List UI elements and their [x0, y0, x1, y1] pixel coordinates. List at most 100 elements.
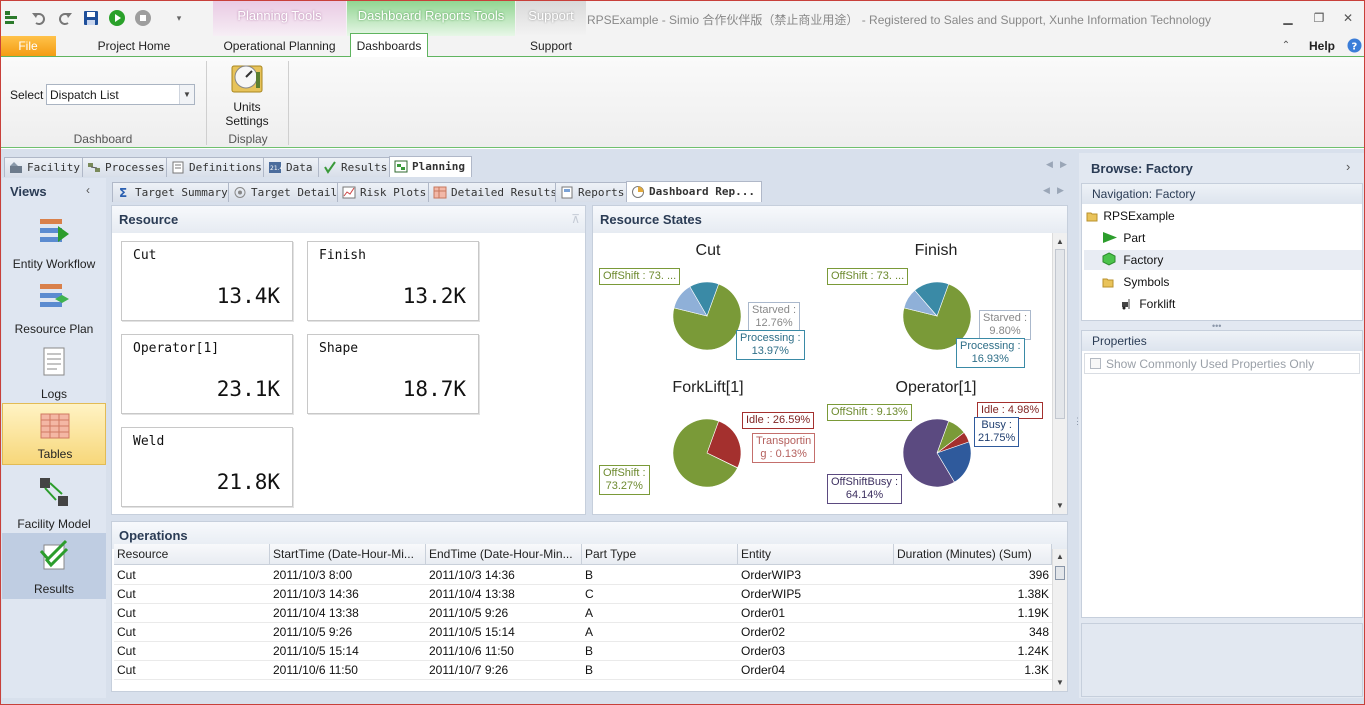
view-entity-workflow[interactable]: Entity Workflow [2, 210, 106, 274]
tab-target-detail[interactable]: Target Detail [228, 182, 345, 202]
save-icon[interactable] [82, 9, 100, 27]
tree-item-part[interactable]: Part [1102, 228, 1145, 248]
tab-support[interactable]: Support [529, 39, 573, 53]
tab-data[interactable]: 21.4 Data [263, 157, 320, 177]
pie-slice-offshift[interactable] [672, 418, 738, 488]
tab-reports[interactable]: Reports [555, 182, 632, 202]
clear-filter-icon[interactable]: ⊼ [571, 212, 580, 226]
column-header[interactable]: StartTime (Date-Hour-Mi... [270, 544, 426, 565]
app-icon[interactable] [2, 9, 20, 27]
tree-item-rpsexample[interactable]: RPSExample [1086, 206, 1175, 226]
table-row[interactable]: Cut 2011/10/3 8:00 2011/10/3 14:36 B OrderWI… [114, 566, 1052, 585]
subtab-scroll-right-icon[interactable]: ▶ [1057, 185, 1064, 195]
table-row[interactable]: Cut 2011/10/5 9:26 2011/10/5 15:14 A Order02… [114, 623, 1052, 642]
scroll-up-icon[interactable]: ▲ [1056, 552, 1064, 561]
help-icon[interactable]: ? [1346, 38, 1362, 59]
pie-label: Idle : 4.98% [977, 402, 1044, 419]
tab-facility[interactable]: Facility [4, 157, 87, 177]
tab-scroll-right-icon[interactable]: ▶ [1060, 159, 1067, 169]
checkbox[interactable] [1090, 358, 1101, 369]
redo-icon[interactable] [56, 9, 74, 27]
view-results[interactable]: Results [2, 533, 106, 599]
column-header[interactable]: Resource [114, 544, 270, 565]
splitter-grip-icon[interactable]: ⋮ [1073, 416, 1082, 426]
tab-risk-plots[interactable]: Risk Plots [337, 182, 434, 202]
resource-states-scrollbar[interactable]: ▲ ▼ [1052, 233, 1067, 514]
dashboard-select[interactable]: Dispatch List ▼ [46, 84, 195, 105]
tab-scroll-left-icon[interactable]: ◀ [1046, 159, 1053, 169]
pie-label: OffShift : 73. ... [599, 268, 681, 285]
tab-results[interactable]: Results [318, 157, 395, 177]
subtab-scroll-left-icon[interactable]: ◀ [1043, 185, 1050, 195]
scroll-thumb[interactable] [1055, 249, 1065, 419]
tab-operational-planning[interactable]: Operational Planning [223, 39, 336, 53]
checkbox-label: Show Commonly Used Properties Only [1106, 357, 1315, 371]
pie-label: Transportin g : 0.13% [752, 433, 816, 463]
view-logs[interactable]: Logs [2, 340, 106, 404]
panel-splitter-grip-icon[interactable]: ••• [1212, 321, 1222, 331]
operations-scrollbar[interactable]: ▲ ▼ [1052, 549, 1067, 691]
stop-icon[interactable] [134, 9, 152, 27]
tab-detailed-results[interactable]: Detailed Results [428, 182, 564, 202]
table-row[interactable]: Cut 2011/10/5 15:14 2011/10/6 11:50 B Order0… [114, 642, 1052, 661]
chevron-down-icon[interactable]: ▼ [179, 85, 194, 104]
tab-definitions[interactable]: Definitions [166, 157, 269, 177]
help-link[interactable]: Help [1308, 39, 1335, 53]
tab-dashboards[interactable]: Dashboards [350, 33, 428, 57]
kpi-card-finish[interactable]: Finish 13.2K [307, 241, 479, 321]
tab-target-summary[interactable]: Σ Target Summary [112, 182, 235, 202]
pie-slice-offshift[interactable] [672, 283, 742, 351]
table-row[interactable]: Cut 2011/10/6 11:50 2011/10/7 9:26 B Order04… [114, 661, 1052, 680]
minimize-icon[interactable]: ▁ [1283, 11, 1293, 25]
view-tables[interactable]: Tables [2, 403, 106, 465]
tab-project-home[interactable]: Project Home [97, 39, 171, 53]
view-resource-plan[interactable]: Resource Plan [2, 275, 106, 339]
table-cell: Order02 [741, 625, 786, 639]
scroll-up-icon[interactable]: ▲ [1056, 237, 1064, 246]
kpi-card-operator[interactable]: Operator[1] 23.1K [121, 334, 293, 414]
column-header[interactable]: Part Type [582, 544, 738, 565]
scroll-thumb[interactable] [1055, 566, 1065, 580]
close-icon[interactable]: ✕ [1342, 11, 1354, 25]
column-header[interactable]: Entity [738, 544, 894, 565]
pie-slice-processing[interactable] [914, 281, 950, 317]
kpi-card-cut[interactable]: Cut 13.4K [121, 241, 293, 321]
table-row[interactable]: Cut 2011/10/4 13:38 2011/10/5 9:26 A Order01… [114, 604, 1052, 623]
group-separator [206, 61, 207, 145]
undo-icon[interactable] [30, 9, 48, 27]
column-header[interactable]: EndTime (Date-Hour-Min... [426, 544, 582, 565]
browse-expand-icon[interactable]: › [1346, 159, 1351, 174]
pie-slice-offshift[interactable] [902, 283, 972, 351]
view-facility-model[interactable]: Facility Model [2, 470, 106, 534]
splitter[interactable]: ⋮ [1071, 150, 1082, 698]
table-row[interactable]: Cut 2011/10/3 14:36 2011/10/4 13:38 C OrderW… [114, 585, 1052, 604]
run-icon[interactable] [108, 9, 126, 27]
collapse-ribbon-icon[interactable]: ⌃ [1281, 40, 1291, 51]
logs-icon [38, 346, 70, 378]
pie-slice-processing[interactable] [689, 281, 720, 317]
restore-icon[interactable]: ❐ [1313, 11, 1325, 25]
customize-qat-icon[interactable]: ▾ [176, 12, 182, 23]
tree-item-symbols[interactable]: Symbols [1102, 272, 1169, 292]
column-header[interactable]: Duration (Minutes) (Sum) [894, 544, 1052, 565]
tree-item-forklift[interactable]: Forklift [1120, 294, 1175, 314]
kpi-card-weld[interactable]: Weld 21.8K [121, 427, 293, 507]
scroll-down-icon[interactable]: ▼ [1056, 501, 1064, 510]
file-tab[interactable]: File [0, 36, 56, 56]
tab-planning[interactable]: Planning [389, 156, 472, 177]
tree-item-factory[interactable]: Factory [1084, 250, 1362, 270]
pie-slice-idle[interactable] [706, 420, 742, 469]
scroll-down-icon[interactable]: ▼ [1056, 678, 1064, 687]
units-settings-button[interactable]: Units Settings [212, 60, 282, 130]
gauge-icon [231, 62, 263, 94]
pie-slice-busy[interactable] [936, 441, 972, 483]
entity-workflow-icon [38, 216, 70, 248]
tab-processes[interactable]: Processes [82, 157, 172, 177]
target-icon [233, 186, 247, 199]
resource-panel: Resource ⊼ Cut 13.4K Finish 13.2K Operator… [111, 205, 586, 515]
collapse-views-icon[interactable]: ‹ [86, 183, 90, 197]
tab-dashboard-reports[interactable]: Dashboard Rep... [626, 181, 762, 202]
pie-slice-offshiftbusy[interactable] [902, 418, 955, 488]
commonly-used-checkbox-row[interactable]: Show Commonly Used Properties Only [1084, 353, 1360, 374]
kpi-card-shape[interactable]: Shape 18.7K [307, 334, 479, 414]
